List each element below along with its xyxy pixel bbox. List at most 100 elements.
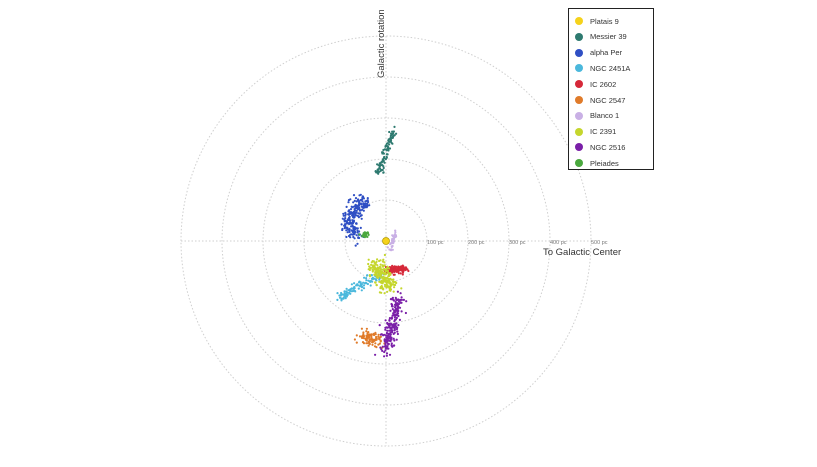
legend-item-messier-39[interactable]: Messier 39 [575,30,627,44]
data-point [391,325,394,328]
legend-item-ic-2602[interactable]: IC 2602 [575,77,616,91]
data-point [387,343,390,346]
data-point [350,283,353,286]
data-point [377,333,380,336]
data-point [357,201,361,204]
data-point [363,337,366,340]
data-point [382,166,385,170]
data-point [390,336,393,339]
center-marker-platais-9 [382,237,390,245]
data-point [359,209,362,212]
data-point [399,272,402,275]
data-point [385,286,388,289]
data-point [357,204,360,207]
ring-label-400: 400 pc [550,240,567,246]
data-point [380,284,383,288]
legend-item-ngc-2451a[interactable]: NGC 2451A [575,61,630,75]
data-point [394,308,397,311]
data-point [356,231,359,234]
legend-label: IC 2391 [590,127,617,137]
data-point [352,219,355,222]
data-point [345,293,348,297]
legend-item-platais-9[interactable]: Platais 9 [575,14,619,28]
data-point [383,292,386,295]
data-point [393,283,396,286]
data-point [342,297,345,300]
legend-label: IC 2602 [590,79,617,89]
data-point [384,273,387,276]
data-point [352,201,355,204]
data-point [366,204,369,208]
data-point [346,231,349,234]
data-point [383,338,386,341]
data-point [384,271,387,274]
data-point [386,145,389,148]
data-point [360,336,364,339]
data-point [388,147,392,150]
data-point [370,274,373,277]
data-point [393,320,396,323]
data-point [398,318,401,321]
data-point [352,287,355,290]
data-point [358,335,362,338]
data-point [368,265,371,268]
data-point [400,287,403,290]
data-point [379,335,382,338]
data-point [394,229,397,232]
data-point [349,212,352,215]
data-point [336,292,339,295]
data-point [340,223,343,226]
data-point [371,266,375,269]
legend-item-pleiades[interactable]: Pleiades [575,156,619,170]
data-point [393,316,396,319]
data-point [362,284,366,287]
data-point [352,194,356,197]
legend-item-blanco-1[interactable]: Blanco 1 [575,109,619,123]
data-point [351,222,354,225]
data-point [365,330,368,333]
data-point [387,138,390,141]
data-point [389,138,392,141]
ring-label-100: 100 pc [427,240,444,246]
data-point [390,245,393,248]
data-point [345,222,348,225]
data-point [401,273,404,276]
data-point [336,298,339,301]
data-point [366,337,369,340]
data-point [354,222,358,225]
legend-item-ic-2391[interactable]: IC 2391 [575,125,616,139]
data-point [366,199,369,202]
data-point [364,282,368,285]
data-point [370,335,373,338]
data-point [363,232,366,235]
data-point [357,287,360,290]
series-pleiades [358,231,370,239]
data-point [386,271,390,275]
legend-swatch [575,17,583,25]
data-point [402,267,405,270]
data-point [368,204,371,207]
data-point [382,264,385,267]
legend-item-ngc-2516[interactable]: NGC 2516 [575,140,625,154]
legend-item-alpha-per[interactable]: alpha Per [575,46,622,60]
data-point [364,205,367,208]
data-point [376,258,379,261]
data-point [393,268,396,272]
data-point [377,335,380,338]
legend-item-ngc-2547[interactable]: NGC 2547 [575,93,625,107]
data-point [379,339,382,342]
data-point [375,260,378,263]
data-point [381,271,384,274]
data-point [385,279,388,282]
data-point [366,231,369,234]
data-point [373,266,376,269]
data-point [384,347,387,350]
data-point [383,161,386,164]
data-point [393,125,396,128]
data-point [342,212,345,215]
data-point [343,220,346,223]
data-point [367,268,370,271]
data-point [386,246,389,249]
data-point [391,331,394,334]
data-point [379,162,382,165]
